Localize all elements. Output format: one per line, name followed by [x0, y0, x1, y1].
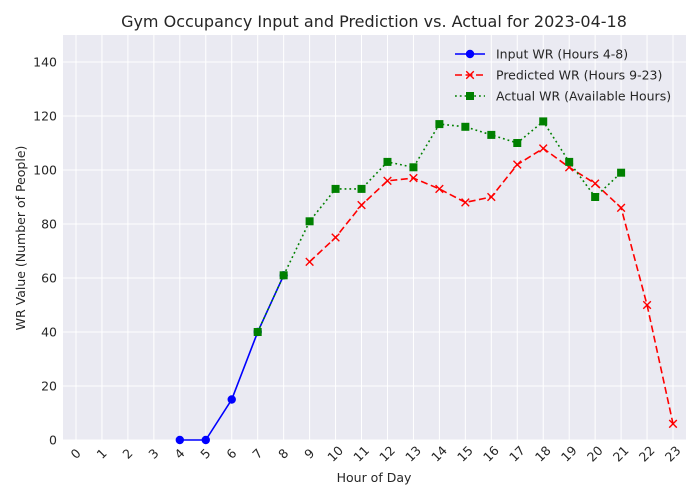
- data-point: [539, 117, 548, 126]
- x-tick-label: 3: [145, 446, 161, 462]
- data-point: [305, 217, 314, 226]
- plot-area: [63, 35, 686, 440]
- data-point: [668, 419, 678, 429]
- data-point: [642, 300, 652, 310]
- data-point: [590, 179, 600, 188]
- y-tick-label: 100: [33, 163, 57, 178]
- chart-title: Gym Occupancy Input and Prediction vs. A…: [121, 12, 627, 31]
- legend-label: Predicted WR (Hours 9-23): [496, 68, 662, 83]
- legend-marker: [466, 92, 474, 100]
- y-tick-label: 60: [41, 271, 57, 286]
- data-point: [513, 139, 522, 147]
- legend: Input WR (Hours 4-8) Predicted WR (Hours …: [455, 47, 671, 104]
- data-point: [357, 184, 366, 193]
- data-point: [253, 328, 262, 336]
- y-tick-label: 40: [41, 325, 57, 340]
- data-point: [409, 173, 418, 183]
- x-tick-label: 0: [68, 445, 84, 461]
- y-tick-label: 20: [41, 379, 57, 394]
- data-point: [512, 160, 522, 169]
- data-point: [201, 435, 210, 445]
- data-point: [435, 120, 444, 129]
- x-tick-label: 2: [119, 446, 135, 462]
- x-tick-label: 23: [662, 443, 684, 465]
- data-point: [565, 157, 574, 166]
- x-tick-label: 11: [350, 443, 372, 465]
- x-tick-labels: 0 1 2 3 4 5 6 7 8 9 10 11 12 13 14 15 16 17 18 19 20 21 22 23: [68, 443, 684, 465]
- data-point: [591, 193, 600, 201]
- data-point: [383, 157, 392, 166]
- data-point: [487, 192, 496, 202]
- x-tick-label: 1: [93, 446, 109, 462]
- x-tick-label: 22: [636, 443, 658, 465]
- x-tick-label: 20: [584, 443, 606, 465]
- y-tick-label: 80: [41, 217, 57, 232]
- data-point: [279, 271, 288, 280]
- data-point: [357, 200, 366, 210]
- y-tick-label: 0: [49, 433, 57, 448]
- data-point: [383, 176, 392, 186]
- x-tick-label: 19: [558, 443, 580, 465]
- y-tick-label: 120: [33, 109, 57, 124]
- data-point: [461, 198, 470, 207]
- legend-label: Actual WR (Available Hours): [496, 89, 671, 104]
- x-tick-label: 6: [223, 445, 239, 461]
- series-2: [305, 144, 678, 429]
- x-tick-label: 10: [324, 443, 346, 465]
- x-tick-label: 13: [402, 443, 424, 465]
- x-tick-label: 15: [454, 443, 476, 465]
- data-point: [487, 130, 496, 139]
- data-point: [409, 163, 418, 172]
- x-axis-label: Hour of Day: [337, 470, 412, 485]
- legend-entry: Input WR (Hours 4-8): [455, 47, 628, 62]
- x-tick-label: 16: [480, 443, 502, 465]
- y-tick-labels: 0 20 40 60 80 100 120 140: [33, 55, 57, 448]
- series-3: [253, 117, 626, 336]
- data-point: [617, 168, 626, 177]
- x-tick-label: 17: [506, 443, 528, 465]
- data-point: [305, 257, 314, 267]
- data-point: [538, 144, 548, 153]
- legend-entry: Predicted WR (Hours 9-23): [455, 68, 662, 83]
- data-point: [435, 184, 444, 194]
- x-tick-label: 4: [171, 445, 187, 461]
- x-tick-label: 9: [301, 445, 317, 461]
- data-point: [331, 184, 340, 193]
- x-tick-label: 14: [428, 443, 450, 465]
- data-point: [616, 203, 626, 213]
- x-tick-label: 21: [610, 443, 632, 465]
- legend-marker: [465, 70, 475, 80]
- legend-entry: Actual WR (Available Hours): [455, 89, 671, 104]
- series-layer: [175, 117, 678, 445]
- x-tick-label: 8: [275, 445, 291, 461]
- legend-label: Input WR (Hours 4-8): [496, 47, 628, 62]
- legend-marker: [465, 49, 475, 59]
- data-point: [331, 233, 340, 242]
- data-point: [227, 395, 236, 404]
- x-tick-label: 7: [249, 446, 265, 462]
- x-tick-label: 12: [376, 443, 398, 465]
- y-axis-label: WR Value (Number of People): [13, 146, 28, 331]
- x-tick-label: 18: [532, 443, 554, 465]
- data-point: [461, 122, 470, 131]
- x-tick-label: 5: [197, 446, 213, 462]
- y-tick-label: 140: [33, 55, 57, 70]
- data-point: [175, 435, 185, 445]
